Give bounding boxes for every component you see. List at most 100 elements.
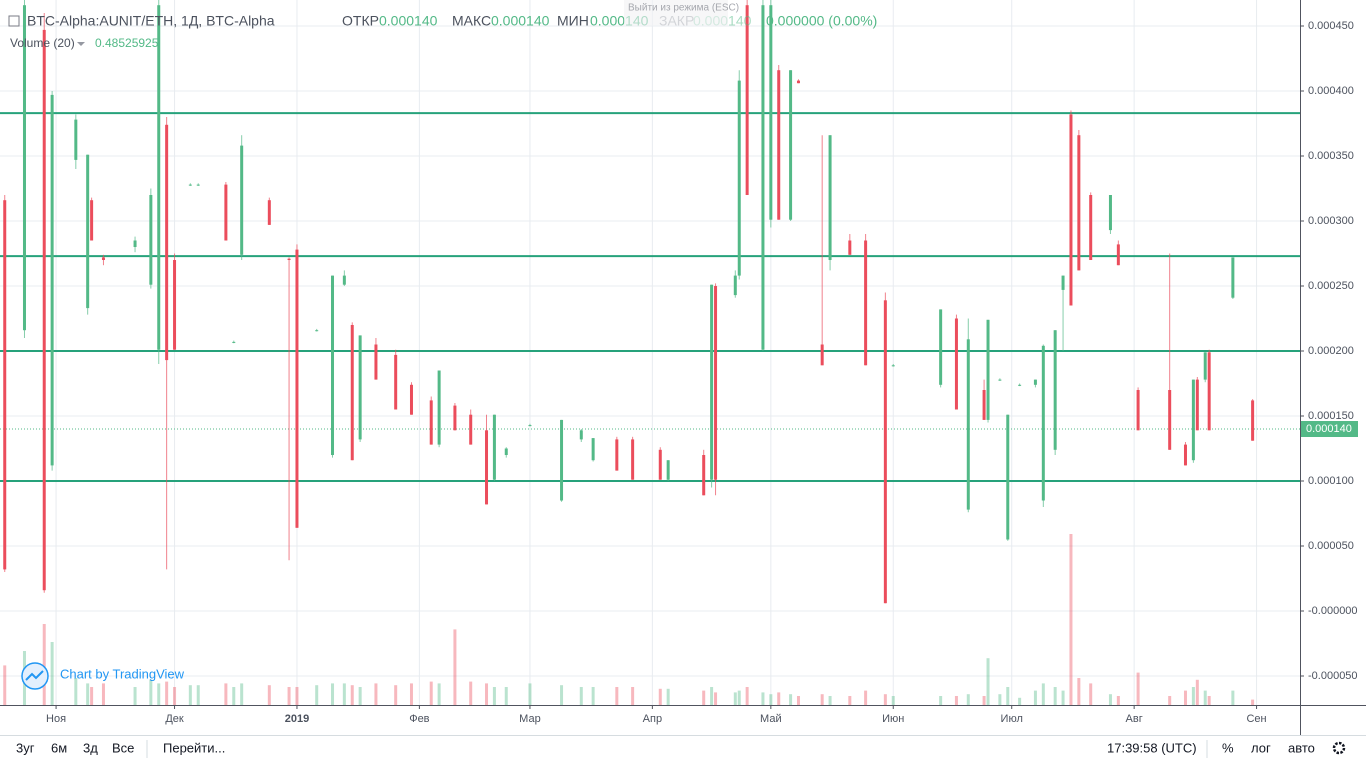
volume-bar xyxy=(1069,534,1073,705)
candle-body xyxy=(232,341,236,343)
volume-bar xyxy=(358,687,362,705)
candle-body xyxy=(710,284,714,480)
high-value: 0.000140 xyxy=(491,13,550,29)
candle-body xyxy=(22,5,26,331)
percent-button[interactable]: % xyxy=(1222,740,1234,755)
volume-bar xyxy=(267,685,271,705)
volume-bar xyxy=(1061,690,1065,705)
levels xyxy=(0,112,1300,483)
volume-bar xyxy=(86,683,90,705)
change-value: 0.000000 (0.00%) xyxy=(766,13,877,29)
collapse-icon[interactable] xyxy=(8,15,20,27)
volume-bar xyxy=(90,687,94,705)
volume-bar xyxy=(1195,679,1199,705)
candle-body xyxy=(1089,195,1093,261)
candle-body xyxy=(1168,390,1172,450)
candle-body xyxy=(796,80,800,84)
range-button[interactable]: 3уг xyxy=(16,740,35,755)
watermark[interactable]: Chart by TradingView xyxy=(21,662,185,690)
log-button[interactable]: лог xyxy=(1251,740,1271,755)
volume-bar xyxy=(1108,694,1112,705)
clock: 17:39:58 (UTC) xyxy=(1107,740,1197,755)
candle-body xyxy=(1006,414,1010,540)
range-button[interactable]: 6м xyxy=(51,740,67,755)
volume-bar xyxy=(3,665,7,705)
candle-body xyxy=(1033,379,1037,385)
volume-bar xyxy=(939,696,943,705)
volume-bar xyxy=(1089,683,1093,705)
candle-body xyxy=(1041,345,1045,501)
volume-bar xyxy=(224,683,228,705)
candle-body xyxy=(1251,400,1255,441)
goto-button[interactable]: Перейти... xyxy=(163,740,225,755)
volume-bar xyxy=(74,678,78,705)
x-tick-label: Апр xyxy=(643,713,662,725)
candle-body xyxy=(453,405,457,431)
candle-body xyxy=(745,5,749,196)
volume-bar xyxy=(528,683,532,705)
y-tick-label: 0.000100 xyxy=(1308,475,1354,487)
candle-body xyxy=(761,5,765,350)
volume-bar xyxy=(966,694,970,705)
auto-button[interactable]: авто xyxy=(1288,740,1315,755)
x-tick-label: Июн xyxy=(882,713,904,725)
volume-bar xyxy=(409,683,413,705)
range-button[interactable]: Все xyxy=(112,740,134,755)
settings-icon[interactable] xyxy=(1332,741,1346,755)
candle-body xyxy=(939,309,943,385)
exit-tooltip: Выйти из режима (ESC) xyxy=(624,0,739,26)
candle-body xyxy=(1183,444,1187,466)
candle-body xyxy=(173,260,177,350)
last-price-label: 0.000140 xyxy=(1306,423,1352,435)
high-label: МАКС xyxy=(452,13,491,29)
x-tick-label: Дек xyxy=(165,713,184,725)
volume-bar xyxy=(954,696,958,705)
candle-body xyxy=(666,460,670,480)
volume-bar xyxy=(315,685,319,705)
volume-bar xyxy=(789,694,793,705)
y-tick-label: 0.000200 xyxy=(1308,345,1354,357)
candle-body xyxy=(485,430,489,505)
candle-body xyxy=(86,154,90,309)
x-tick-label: Фев xyxy=(409,713,429,725)
volume-bar xyxy=(769,694,773,705)
volume-bar xyxy=(188,685,192,705)
volume-bar xyxy=(437,683,441,705)
candle-body xyxy=(331,275,335,456)
candle-body xyxy=(828,135,832,261)
volume-bar xyxy=(560,685,564,705)
volume-bar xyxy=(1077,678,1081,705)
candle-body xyxy=(267,200,271,225)
volume-bar xyxy=(1168,696,1172,705)
range-button[interactable]: 3д xyxy=(83,740,98,755)
volume-menu-icon[interactable] xyxy=(77,42,85,46)
volume-bar xyxy=(820,694,824,705)
y-tick-label: 0.000250 xyxy=(1308,280,1354,292)
volume-bar xyxy=(848,696,852,705)
volume-bar xyxy=(615,687,619,705)
candle-body xyxy=(295,249,299,528)
candle-body xyxy=(631,439,635,480)
volume-bar xyxy=(295,687,299,705)
tooltip-box xyxy=(624,0,728,26)
candle-body xyxy=(74,119,78,160)
candle-body xyxy=(429,400,433,445)
candle-body xyxy=(1053,330,1057,450)
candle-body xyxy=(1061,275,1065,290)
candle-body xyxy=(157,5,161,350)
volume-bar xyxy=(429,681,433,705)
volume-bar xyxy=(891,696,895,705)
volume-bar xyxy=(469,681,473,705)
toolbar: 17:39:58 (UTC) % лог авто Перейти... 3уг… xyxy=(16,740,1346,758)
candle-body xyxy=(658,449,662,480)
candle-body xyxy=(714,286,718,480)
volume-bar xyxy=(1033,690,1037,705)
volume-bar xyxy=(1251,699,1255,705)
candle-body xyxy=(504,448,508,456)
candle-body xyxy=(90,200,94,241)
candle-body xyxy=(1136,390,1140,431)
volume-bar xyxy=(165,681,169,705)
candle-body xyxy=(769,5,773,220)
volume-bar xyxy=(331,683,335,705)
